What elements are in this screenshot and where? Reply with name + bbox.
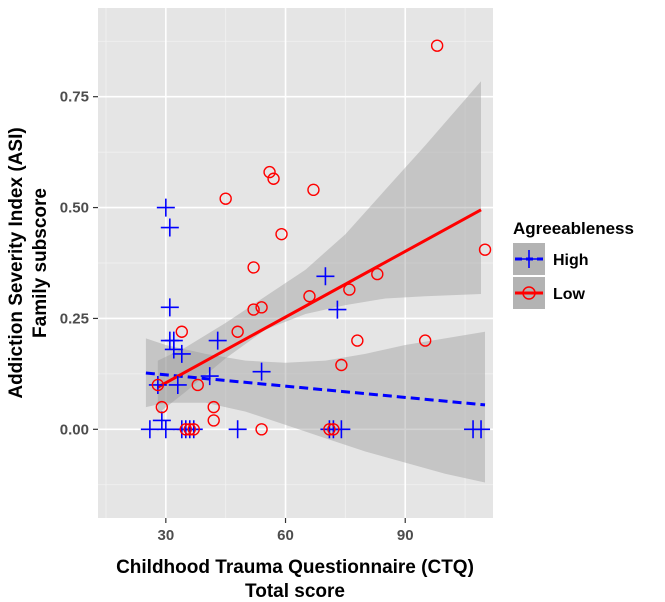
data-point-low — [247, 261, 260, 274]
data-point-low — [247, 303, 260, 316]
data-point-low — [255, 301, 268, 314]
data-point-high — [172, 344, 191, 363]
data-point-low — [231, 325, 244, 338]
legend-item-high: High — [513, 243, 589, 275]
data-point-high — [252, 362, 271, 381]
data-point-low — [335, 358, 348, 372]
data-point-low — [343, 283, 356, 296]
data-point-low — [371, 267, 384, 281]
data-point-low — [191, 378, 204, 392]
y-tick-label: 0.25 — [60, 310, 89, 327]
data-point-high — [152, 411, 171, 430]
confidence-bands — [145, 81, 485, 483]
data-point-low — [323, 423, 336, 436]
data-point-low — [151, 378, 165, 392]
data-point-high — [472, 420, 491, 439]
legend-plus-icon — [520, 250, 538, 268]
data-point-high — [160, 218, 179, 237]
data-point-low — [155, 400, 169, 414]
data-point-high — [228, 420, 247, 439]
data-point-low — [478, 243, 492, 256]
data-point-low — [187, 423, 200, 436]
data-point-high — [140, 420, 159, 439]
x-axis-title: Childhood Trauma Questionnaire (CTQ) Tot… — [116, 557, 474, 602]
data-point-low — [263, 165, 276, 179]
data-point-low — [418, 334, 432, 347]
legend-item-low: Low — [513, 277, 586, 309]
data-point-low — [267, 172, 280, 185]
y-tick-label: 0.75 — [60, 89, 89, 106]
data-point-high — [208, 331, 227, 350]
data-point-low — [255, 423, 268, 436]
fit-line-low — [157, 208, 482, 389]
data-point-low — [275, 227, 288, 241]
x-tick-label: 90 — [397, 527, 414, 544]
data-point-low — [327, 423, 340, 436]
x-axis-title-line-1: Childhood Trauma Questionnaire (CTQ) — [116, 557, 474, 578]
legend: Agreeableness High Low — [513, 219, 634, 309]
data-point-high — [328, 300, 347, 319]
data-point-low — [183, 423, 196, 436]
data-point-high — [160, 298, 179, 317]
y-tick-label: 0.00 — [60, 421, 89, 438]
legend-title: Agreeableness — [513, 219, 634, 238]
data-point-low — [175, 325, 188, 338]
data-point-high — [168, 375, 187, 394]
data-point-high — [156, 198, 175, 217]
data-point-high — [164, 331, 183, 350]
y-axis-title-line-1: Addiction Severity Index (ASI) — [6, 127, 27, 398]
data-point-low — [307, 183, 320, 197]
confidence-band-high — [145, 331, 485, 483]
confidence-band-low — [157, 81, 482, 414]
y-axis-title-line-2: Family subscore — [30, 188, 51, 338]
data-point-high — [156, 420, 175, 439]
data-point-low — [207, 400, 220, 414]
legend-label-high: High — [553, 252, 589, 269]
data-point-high — [200, 367, 219, 386]
y-axis-title: Addiction Severity Index (ASI) Family su… — [6, 127, 51, 398]
x-tick-label: 60 — [277, 527, 294, 544]
data-points — [140, 39, 492, 439]
data-point-low — [430, 39, 444, 52]
fit-line-high — [145, 371, 486, 407]
data-point-low — [351, 334, 364, 347]
data-point-low — [179, 423, 192, 436]
data-point-high — [316, 267, 335, 286]
y-tick-label: 0.50 — [60, 200, 89, 217]
data-point-low — [303, 290, 316, 303]
x-axis-title-line-2: Total score — [245, 581, 345, 602]
fit-lines — [145, 208, 486, 407]
axes: 30 60 90 0.00 0.25 0.50 0.75 — [60, 89, 414, 544]
data-point-low — [219, 192, 232, 205]
x-tick-label: 30 — [157, 527, 174, 544]
legend-label-low: Low — [553, 286, 586, 303]
data-point-low — [207, 414, 220, 427]
legend-circle-icon — [522, 286, 536, 300]
